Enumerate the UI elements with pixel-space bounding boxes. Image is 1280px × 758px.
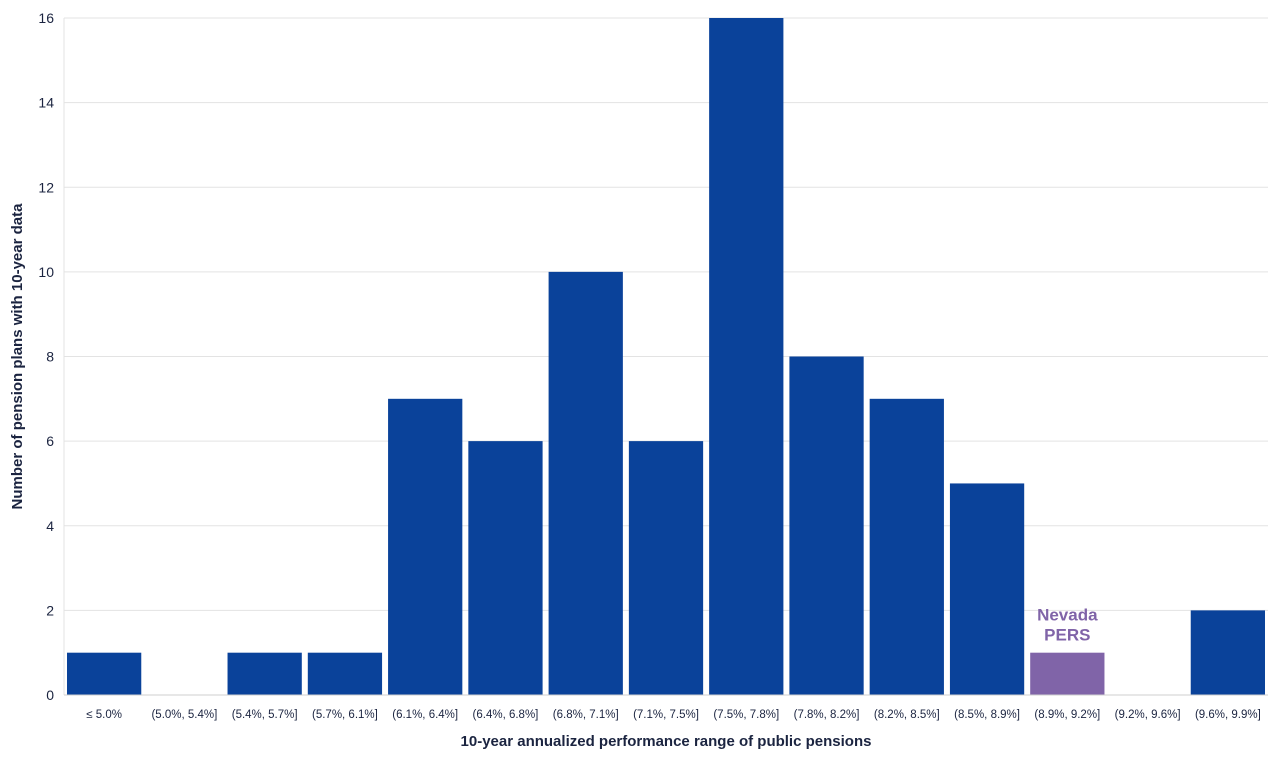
y-axis-ticks: 0 2 4 6 8 10 12 14 16 (38, 10, 54, 703)
y-tick-label: 0 (46, 687, 54, 703)
x-tick-label: (8.5%, 8.9%] (954, 709, 1020, 721)
y-tick-label: 2 (46, 602, 54, 618)
bar (1190, 610, 1265, 695)
bar (869, 398, 944, 695)
x-tick-label: (7.1%, 7.5%] (633, 709, 699, 721)
bar (468, 441, 543, 695)
x-tick-label: (9.2%, 9.6%] (1115, 709, 1181, 721)
x-tick-label: (6.4%, 6.8%] (473, 709, 539, 721)
y-tick-label: 10 (38, 264, 54, 280)
y-tick-label: 6 (46, 433, 54, 449)
y-tick-label: 4 (46, 518, 54, 534)
bar (67, 652, 142, 695)
bar (949, 483, 1025, 695)
bar (548, 271, 623, 695)
y-tick-label: 14 (38, 95, 54, 111)
x-axis-ticks: ≤ 5.0% (5.0%, 5.4%] (5.4%, 5.7%] (5.7%, 6.1… (86, 709, 1261, 721)
bar (789, 356, 864, 695)
x-tick-label: (7.5%, 7.8%] (713, 709, 779, 721)
y-tick-label: 16 (38, 10, 54, 26)
bar (709, 18, 784, 695)
x-tick-label: ≤ 5.0% (86, 709, 122, 721)
bars (67, 18, 1265, 695)
bar (307, 652, 383, 695)
x-tick-label: (5.0%, 5.4%] (151, 709, 217, 721)
x-axis-title: 10-year annualized performance range of … (461, 733, 872, 750)
x-tick-label: (9.6%, 9.9%] (1195, 709, 1261, 721)
x-tick-label: (8.9%, 9.2%] (1034, 709, 1100, 721)
bar-highlighted (1030, 652, 1105, 695)
bar (628, 441, 704, 695)
annotation-line: PERS (1044, 626, 1090, 645)
bar (227, 652, 302, 695)
y-tick-label: 12 (38, 179, 54, 195)
x-tick-label: (5.7%, 6.1%] (312, 709, 378, 721)
x-tick-label: (5.4%, 5.7%] (232, 709, 298, 721)
y-tick-label: 8 (46, 349, 54, 365)
y-axis-title: Number of pension plans with 10-year dat… (9, 203, 26, 510)
x-tick-label: (6.1%, 6.4%] (392, 709, 458, 721)
x-tick-label: (6.8%, 7.1%] (553, 709, 619, 721)
x-tick-label: (7.8%, 8.2%] (794, 709, 860, 721)
bar (388, 398, 463, 695)
annotation-line: Nevada (1037, 606, 1098, 625)
x-tick-label: (8.2%, 8.5%] (874, 709, 940, 721)
